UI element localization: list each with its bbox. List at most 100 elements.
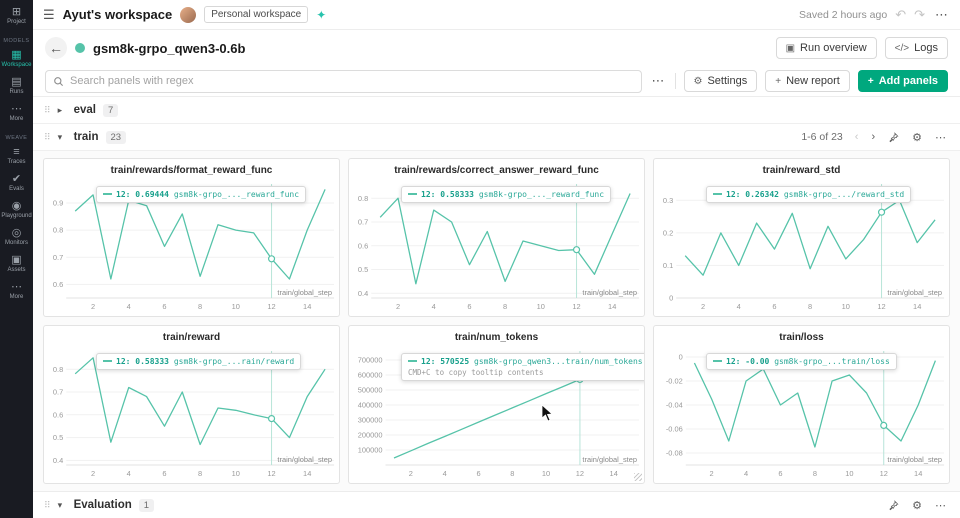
svg-text:2: 2 xyxy=(701,302,705,311)
svg-text:6: 6 xyxy=(476,469,480,478)
svg-text:6: 6 xyxy=(162,302,166,311)
undo-icon[interactable]: ↶ xyxy=(895,6,907,22)
section-name[interactable]: eval xyxy=(73,104,96,116)
line-chart[interactable]: 0 -0.02 -0.04 -0.06 -0.08 2 4 6 8 10 12 14 train/glo… xyxy=(654,345,949,479)
section-name[interactable]: Evaluation xyxy=(73,499,132,511)
svg-text:train/global_step: train/global_step xyxy=(887,288,942,297)
sidebar-item-playground[interactable]: ◉ Playground xyxy=(0,200,33,219)
pin-icon[interactable] xyxy=(885,499,902,511)
sidebar-item-workspace[interactable]: ▦ Workspace xyxy=(0,49,33,68)
chevron-down-icon[interactable]: ▾ xyxy=(57,131,63,142)
panel-title: train/rewards/format_reward_func xyxy=(110,165,273,176)
workspace-header: ☰ Ayut's workspace Personal workspace ✦ … xyxy=(33,0,960,30)
tooltip-run-name: gsm8k-grpo_...rain/reward xyxy=(173,357,295,366)
sidebar-item-assets[interactable]: ▣ Assets xyxy=(0,254,33,273)
main-area: ☰ Ayut's workspace Personal workspace ✦ … xyxy=(33,0,960,518)
new-report-button[interactable]: + New report xyxy=(765,70,850,92)
tooltip-step: 12: xyxy=(116,357,131,366)
sidebar-item-evals[interactable]: ✔ Evals xyxy=(0,173,33,192)
svg-text:12: 12 xyxy=(267,469,275,478)
panel-search[interactable] xyxy=(45,69,642,93)
gear-icon[interactable]: ⚙ xyxy=(912,499,922,512)
header-more-icon[interactable]: ⋯ xyxy=(935,6,948,22)
section-more-icon[interactable]: ⋯ xyxy=(935,131,946,144)
run-overview-button[interactable]: ▣ Run overview xyxy=(775,37,877,59)
chevron-right-icon[interactable]: ▸ xyxy=(57,104,63,115)
saved-status: Saved 2 hours ago xyxy=(799,8,888,21)
sidebar-item-project[interactable]: ⊞ Project xyxy=(0,6,33,25)
sidebar-item-runs[interactable]: ▤ Runs xyxy=(0,76,33,95)
chart-panel-reward[interactable]: train/reward 0.4 0.5 0.6 0.7 0.8 2 4 6 8 10 12 14 tr… xyxy=(43,325,340,484)
redo-icon[interactable]: ↷ xyxy=(914,6,925,22)
prev-page-icon[interactable]: ‹ xyxy=(854,131,859,143)
section-count-badge: 23 xyxy=(105,130,127,144)
series-swatch-icon xyxy=(103,193,112,195)
sidebar-section-models-title: MODELS xyxy=(3,38,30,44)
section-name[interactable]: train xyxy=(73,131,99,143)
chart-panel-correct-answer-reward[interactable]: train/rewards/correct_answer_reward_func… xyxy=(348,158,645,317)
back-button[interactable]: ← xyxy=(45,37,67,59)
sidebar-item-more-weave[interactable]: ⋯ More xyxy=(0,281,33,300)
svg-text:700000: 700000 xyxy=(358,356,383,365)
svg-text:10: 10 xyxy=(845,469,853,478)
svg-text:10: 10 xyxy=(542,469,550,478)
sidebar-item-monitors[interactable]: ◎ Monitors xyxy=(0,227,33,246)
logs-label: Logs xyxy=(914,42,938,54)
gear-icon[interactable]: ⚙ xyxy=(912,131,922,144)
panel-title: train/reward_std xyxy=(762,165,841,176)
line-chart[interactable]: 0.6 0.7 0.8 0.9 2 4 6 8 10 12 14 train/global_step xyxy=(44,178,339,312)
sidebar-item-label: Workspace xyxy=(1,62,32,68)
next-page-icon[interactable]: › xyxy=(871,131,876,143)
svg-text:train/global_step: train/global_step xyxy=(582,288,637,297)
sidebar-item-traces[interactable]: ≡ Traces xyxy=(0,146,33,165)
chart-tooltip: 12: -0.00 gsm8k-grpo_...train/loss xyxy=(706,353,897,370)
workspace-title: Ayut's workspace xyxy=(62,7,173,22)
sidebar-item-label: Traces xyxy=(7,159,26,165)
resize-handle[interactable] xyxy=(634,473,642,481)
panels-toolbar: ⋯ ⚙ Settings + New report + Add panels xyxy=(33,66,960,97)
section-more-icon[interactable]: ⋯ xyxy=(935,499,946,512)
svg-text:0.3: 0.3 xyxy=(663,196,673,205)
svg-text:0: 0 xyxy=(679,353,683,362)
chart-panel-loss[interactable]: train/loss 0 -0.02 -0.04 -0.06 -0.08 2 4 6 8 10 12… xyxy=(653,325,950,484)
search-input[interactable] xyxy=(70,75,634,87)
workspace-selector[interactable]: Personal workspace xyxy=(204,6,309,23)
toolbar-divider xyxy=(674,73,676,89)
sidebar-item-label: More xyxy=(9,116,24,122)
search-icon xyxy=(54,76,64,86)
tooltip-value: 0.58333 xyxy=(440,190,474,199)
settings-button[interactable]: ⚙ Settings xyxy=(683,70,758,92)
chart-panel-num-tokens[interactable]: train/num_tokens 100000 200000 300000 40000… xyxy=(348,325,645,484)
chart-tooltip: 12: 0.26342 gsm8k-grpo_.../reward_std xyxy=(706,186,912,203)
pin-icon[interactable] xyxy=(885,131,902,143)
avatar[interactable] xyxy=(180,6,197,23)
sparkle-icon[interactable]: ✦ xyxy=(316,7,327,22)
svg-text:12: 12 xyxy=(877,302,885,311)
drag-handle-icon[interactable]: ⠿ xyxy=(44,131,51,142)
chevron-down-icon[interactable]: ▾ xyxy=(57,499,63,510)
svg-text:0.7: 0.7 xyxy=(358,218,368,227)
logs-button[interactable]: </> Logs xyxy=(884,37,948,59)
svg-text:2: 2 xyxy=(91,469,95,478)
run-name: gsm8k-grpo_qwen3-0.6b xyxy=(93,40,246,56)
drag-handle-icon[interactable]: ⠿ xyxy=(44,499,51,510)
svg-text:200000: 200000 xyxy=(358,431,383,440)
chart-panel-reward-std[interactable]: train/reward_std 0 0.1 0.2 0.3 2 4 6 8 10 12 14 tra… xyxy=(653,158,950,317)
search-more-icon[interactable]: ⋯ xyxy=(651,73,665,88)
drag-handle-icon[interactable]: ⠿ xyxy=(44,104,51,115)
add-panels-button[interactable]: + Add panels xyxy=(857,70,948,92)
chart-tooltip: 12: 570525 gsm8k-grpo_qwen3...train/num_… xyxy=(401,353,644,381)
svg-text:0.8: 0.8 xyxy=(53,365,63,374)
svg-text:0.5: 0.5 xyxy=(358,265,368,274)
svg-text:6: 6 xyxy=(778,469,782,478)
sidebar-item-more-models[interactable]: ⋯ More xyxy=(0,103,33,122)
svg-text:0.2: 0.2 xyxy=(663,228,673,237)
add-panels-label: Add panels xyxy=(878,75,938,87)
panel-title: train/rewards/correct_answer_reward_func xyxy=(394,165,599,176)
svg-text:4: 4 xyxy=(443,469,447,478)
svg-text:0.7: 0.7 xyxy=(53,253,63,262)
assets-icon: ▣ xyxy=(11,254,22,266)
chart-panel-format-reward[interactable]: train/rewards/format_reward_func 0.6 0.7 0… xyxy=(43,158,340,317)
menu-icon[interactable]: ☰ xyxy=(43,6,55,22)
